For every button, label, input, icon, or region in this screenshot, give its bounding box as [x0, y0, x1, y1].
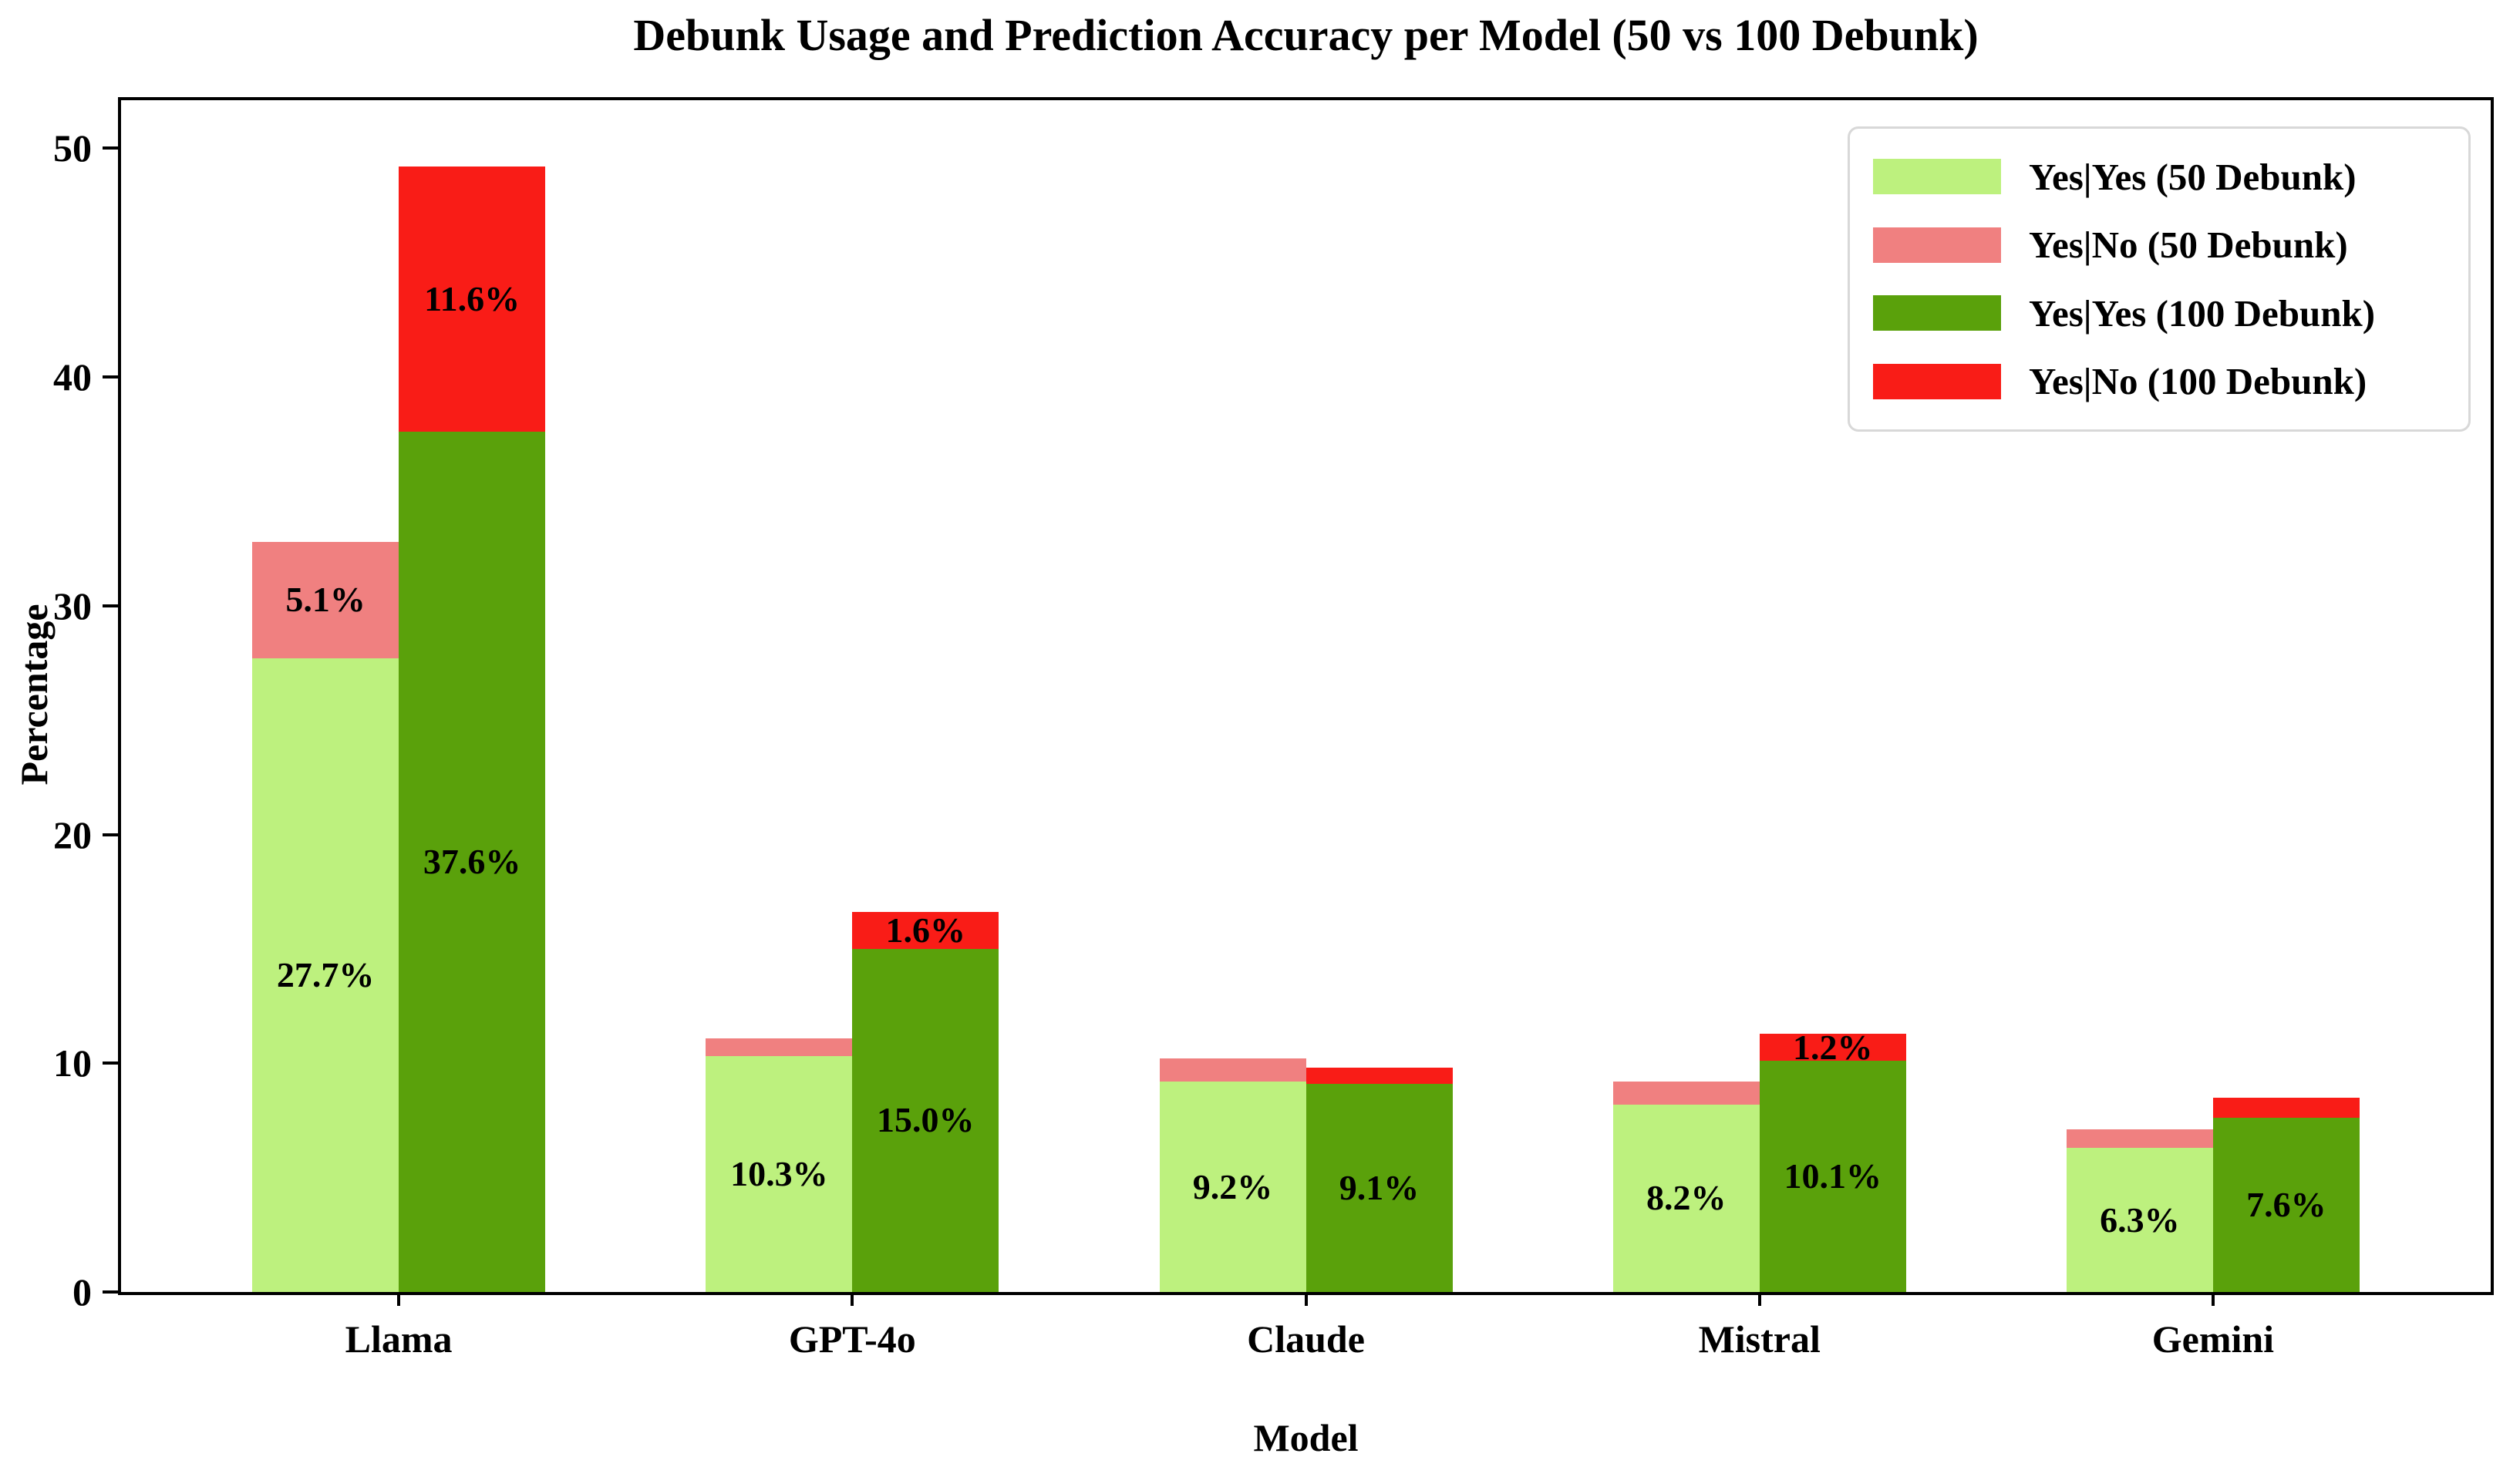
bar-segment-100-debunk [1759, 1033, 1906, 1061]
y-tick-label: 30 [53, 584, 92, 627]
y-tick-mark [103, 375, 118, 379]
y-tick-label: 40 [53, 355, 92, 399]
bar-groups: Llama 27.7% 5.1% 37.6% 11.6% GPT-4o 10.3% 15.0%… [121, 100, 2491, 1358]
y-tick-label: 0 [72, 1270, 92, 1314]
bar-value-label: 9.2% [1192, 1166, 1273, 1206]
bar-value-label: 11.6% [424, 279, 521, 319]
bar-value-label: 27.7% [276, 955, 375, 995]
x-tick-label: Gemini [2151, 1317, 2275, 1361]
plot-inner: Llama 27.7% 5.1% 37.6% 11.6% GPT-4o 10.3% 15.0%… [53, 100, 2491, 1358]
bar-segment-100-debunk [399, 167, 546, 432]
bar-segment-100-debunk [852, 912, 999, 949]
x-tick-mark [2211, 1292, 2215, 1306]
x-tick-label: Llama [345, 1317, 453, 1361]
legend-item-label: Yes|No (50 Debunk) [2029, 224, 2348, 267]
legend-item-label: Yes|Yes (100 Debunk) [2029, 291, 2376, 335]
bar-segment-50-debunk [252, 541, 399, 659]
bar-segment-100-debunk [1305, 1083, 1453, 1292]
legend-color-patch [1873, 159, 2001, 195]
bar-segment-50-debunk [1159, 1058, 1306, 1082]
bar-segment-50-debunk [706, 1056, 853, 1292]
x-tick-label: Mistral [1698, 1317, 1821, 1361]
x-tick-mark [851, 1292, 854, 1306]
legend-item: Yes|Yes (100 Debunk) [1873, 294, 2445, 332]
bar-segment-50-debunk [2066, 1148, 2213, 1292]
bar-segment-100-debunk [1759, 1061, 1906, 1292]
bar-value-label: 6.3% [2100, 1199, 2180, 1240]
legend-item: Yes|Yes (50 Debunk) [1873, 158, 2445, 196]
y-tick-mark [103, 146, 118, 150]
legend-item-label: Yes|Yes (50 Debunk) [2029, 155, 2357, 198]
y-tick-mark [103, 604, 118, 607]
bar-segment-100-debunk [1305, 1068, 1453, 1084]
x-tick-mark [1304, 1292, 1308, 1306]
bar-value-label: 1.2% [1792, 1027, 1873, 1067]
bar-segment-100-debunk [2212, 1118, 2360, 1292]
legend-item: Yes|No (50 Debunk) [1873, 226, 2445, 264]
y-tick-label: 20 [53, 813, 92, 856]
legend-color-patch [1873, 227, 2001, 263]
x-tick-label: Claude [1247, 1317, 1365, 1361]
bar-value-label: 10.3% [730, 1154, 828, 1194]
bar-value-label: 8.2% [1646, 1178, 1727, 1218]
bar-group-llama: Llama 27.7% 5.1% 37.6% 11.6% [172, 100, 625, 1358]
bar-group-gemini: Gemini 6.3% 7.6% [1986, 100, 2440, 1358]
bar-value-label: 5.1% [285, 580, 366, 620]
legend-color-patch [1873, 295, 2001, 331]
bar-value-label: 7.6% [2246, 1185, 2326, 1225]
bar-segment-100-debunk [852, 948, 999, 1292]
bar-segment-100-debunk [399, 432, 546, 1292]
y-tick-mark [103, 833, 118, 836]
legend-color-patch [1873, 363, 2001, 399]
legend: Yes|Yes (50 Debunk) Yes|No (50 Debunk) Yes… [1848, 126, 2471, 432]
x-tick-label: GPT-4o [788, 1317, 916, 1361]
y-tick-label: 10 [53, 1041, 92, 1085]
bar-group-mistral: Mistral 8.2% 10.1% 1.2% [1533, 100, 1986, 1358]
bar-value-label: 10.1% [1784, 1156, 1882, 1196]
bar-group-claude: Claude 9.2% 9.1% [1079, 100, 1532, 1358]
bar-segment-50-debunk [252, 658, 399, 1292]
bar-segment-100-debunk [2212, 1097, 2360, 1119]
y-tick-mark [103, 1061, 118, 1065]
bar-value-label: 9.1% [1339, 1168, 1420, 1207]
bar-value-label: 37.6% [423, 842, 521, 882]
legend-item: Yes|No (100 Debunk) [1873, 362, 2445, 400]
bar-segment-50-debunk [2066, 1129, 2213, 1149]
chart-title: Debunk Usage and Prediction Accuracy per… [633, 10, 1979, 60]
legend-item-label: Yes|No (100 Debunk) [2029, 360, 2367, 403]
y-tick-label: 50 [53, 126, 92, 170]
x-tick-mark [1757, 1292, 1761, 1306]
y-axis-title: Percentage [12, 604, 56, 786]
y-tick-mark [103, 1290, 118, 1294]
bar-value-label: 1.6% [885, 910, 966, 950]
bar-value-label: 15.0% [877, 1100, 975, 1140]
x-tick-mark [397, 1292, 401, 1306]
bar-segment-50-debunk [1612, 1104, 1760, 1292]
x-axis-title: Model [1253, 1416, 1359, 1459]
bar-group-gpt-4o: GPT-4o 10.3% 15.0% 1.6% [625, 100, 1079, 1358]
bar-segment-50-debunk [1159, 1082, 1306, 1292]
bar-segment-50-debunk [1612, 1082, 1760, 1105]
bar-segment-50-debunk [706, 1038, 853, 1057]
